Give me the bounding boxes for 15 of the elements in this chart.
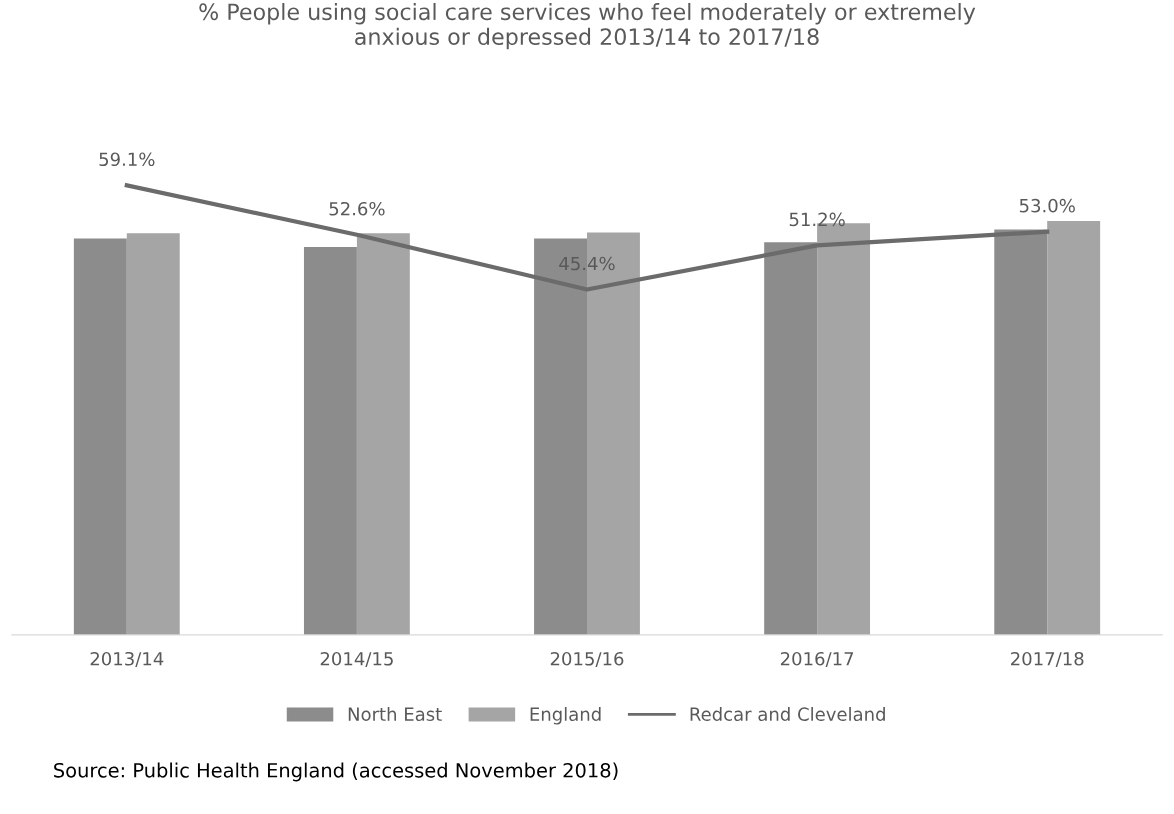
data-label: 45.4% [559, 256, 615, 271]
x-tick-label: 2015/16 [550, 651, 624, 667]
x-tick-label: 2017/18 [1011, 651, 1084, 667]
data-label: 51.2% [789, 212, 845, 227]
data-label: 53.0% [1019, 198, 1075, 213]
data-label: 52.6% [329, 201, 385, 216]
data-label: 59.1% [99, 152, 155, 167]
legend-label: North East [348, 707, 442, 721]
legend-label: Redcar and Cleveland [690, 707, 885, 721]
legend-label: England [530, 707, 601, 725]
x-tick-label: 2013/14 [90, 651, 164, 667]
x-tick-label: 2014/15 [320, 651, 393, 667]
chart-title: % People using social care services who feel moderately or extremely anxious or depressed 2013/14 to 2017/18 [199, 2, 976, 50]
source-note: Source: Public Health England (accessed November 2018) [54, 762, 618, 782]
x-tick-label: 2016/17 [780, 651, 854, 667]
